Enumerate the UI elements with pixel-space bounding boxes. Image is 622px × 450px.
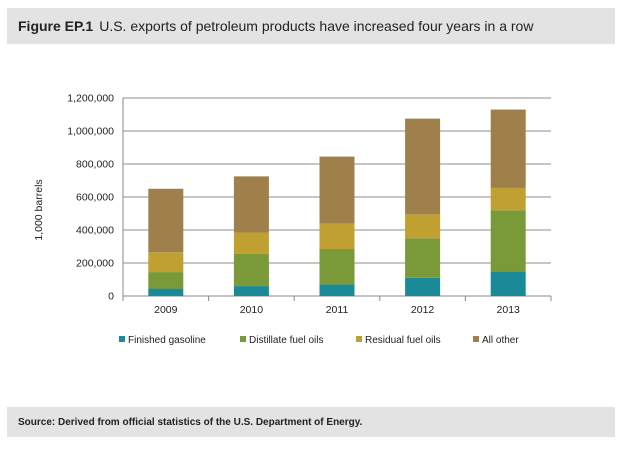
x-axis: 2009 2010 2011 2012 2013 — [122, 296, 552, 316]
bar-segment — [148, 272, 184, 289]
bar-segment — [233, 232, 269, 254]
bar-segment — [148, 188, 184, 253]
bar-segment — [490, 187, 526, 211]
source-note: Source: Derived from official statistics… — [7, 407, 615, 437]
bar-segment — [490, 109, 526, 188]
bar-segment — [490, 210, 526, 272]
y-tick-label: 400,000 — [76, 225, 114, 237]
bar-segment — [319, 284, 355, 296]
x-tick-label: 2013 — [497, 304, 521, 316]
legend-swatch — [356, 336, 362, 342]
y-tick-label: 800,000 — [76, 159, 114, 171]
x-tick-label: 2012 — [411, 304, 435, 316]
bar-segment — [405, 214, 441, 239]
bar-segment — [233, 253, 269, 287]
bar-segment — [405, 118, 441, 215]
bar-segment — [233, 176, 269, 233]
bar-segment — [148, 288, 184, 296]
y-tick-label: 200,000 — [76, 258, 114, 270]
legend-label: Distillate fuel oils — [249, 335, 323, 346]
bar-segment — [405, 238, 441, 278]
legend-label: All other — [482, 335, 519, 346]
legend-swatch — [240, 336, 246, 342]
legend-swatch — [119, 336, 125, 342]
y-tick-label: 600,000 — [76, 192, 114, 204]
bar-segment — [319, 156, 355, 224]
bar-segment — [490, 271, 526, 296]
y-tick-label: 1,000,000 — [67, 126, 114, 138]
y-axis: 0 200,000 400,000 600,000 800,000 1,000,000 1,… — [67, 93, 124, 303]
figure-header: Figure EP.1 U.S. exports of petroleum pr… — [7, 8, 615, 44]
legend-label: Residual fuel oils — [365, 335, 441, 346]
legend: Finished gasoline Distillate fuel oils Res… — [119, 335, 519, 346]
y-axis-label: 1,000 barrels — [33, 179, 45, 240]
x-tick-label: 2009 — [154, 304, 178, 316]
figure-label: Figure EP.1 — [18, 18, 94, 34]
stacked-bar-chart: 2009 2010 2011 2012 2013 0 200,000 400,000 600,… — [33, 93, 552, 346]
figure-title: U.S. exports of petroleum products have … — [99, 18, 534, 34]
bar-segment — [405, 277, 441, 296]
x-tick-label: 2010 — [240, 304, 264, 316]
legend-label: Finished gasoline — [128, 335, 206, 346]
bar-segment — [148, 252, 184, 273]
x-tick-label: 2011 — [326, 304, 349, 316]
y-tick-label: 1,200,000 — [67, 93, 114, 105]
y-tick-label: 0 — [108, 291, 114, 303]
bar-segment — [319, 223, 355, 249]
legend-swatch — [473, 336, 479, 342]
bar-segment — [233, 286, 269, 296]
bar-segment — [319, 248, 355, 285]
bars — [148, 109, 526, 296]
